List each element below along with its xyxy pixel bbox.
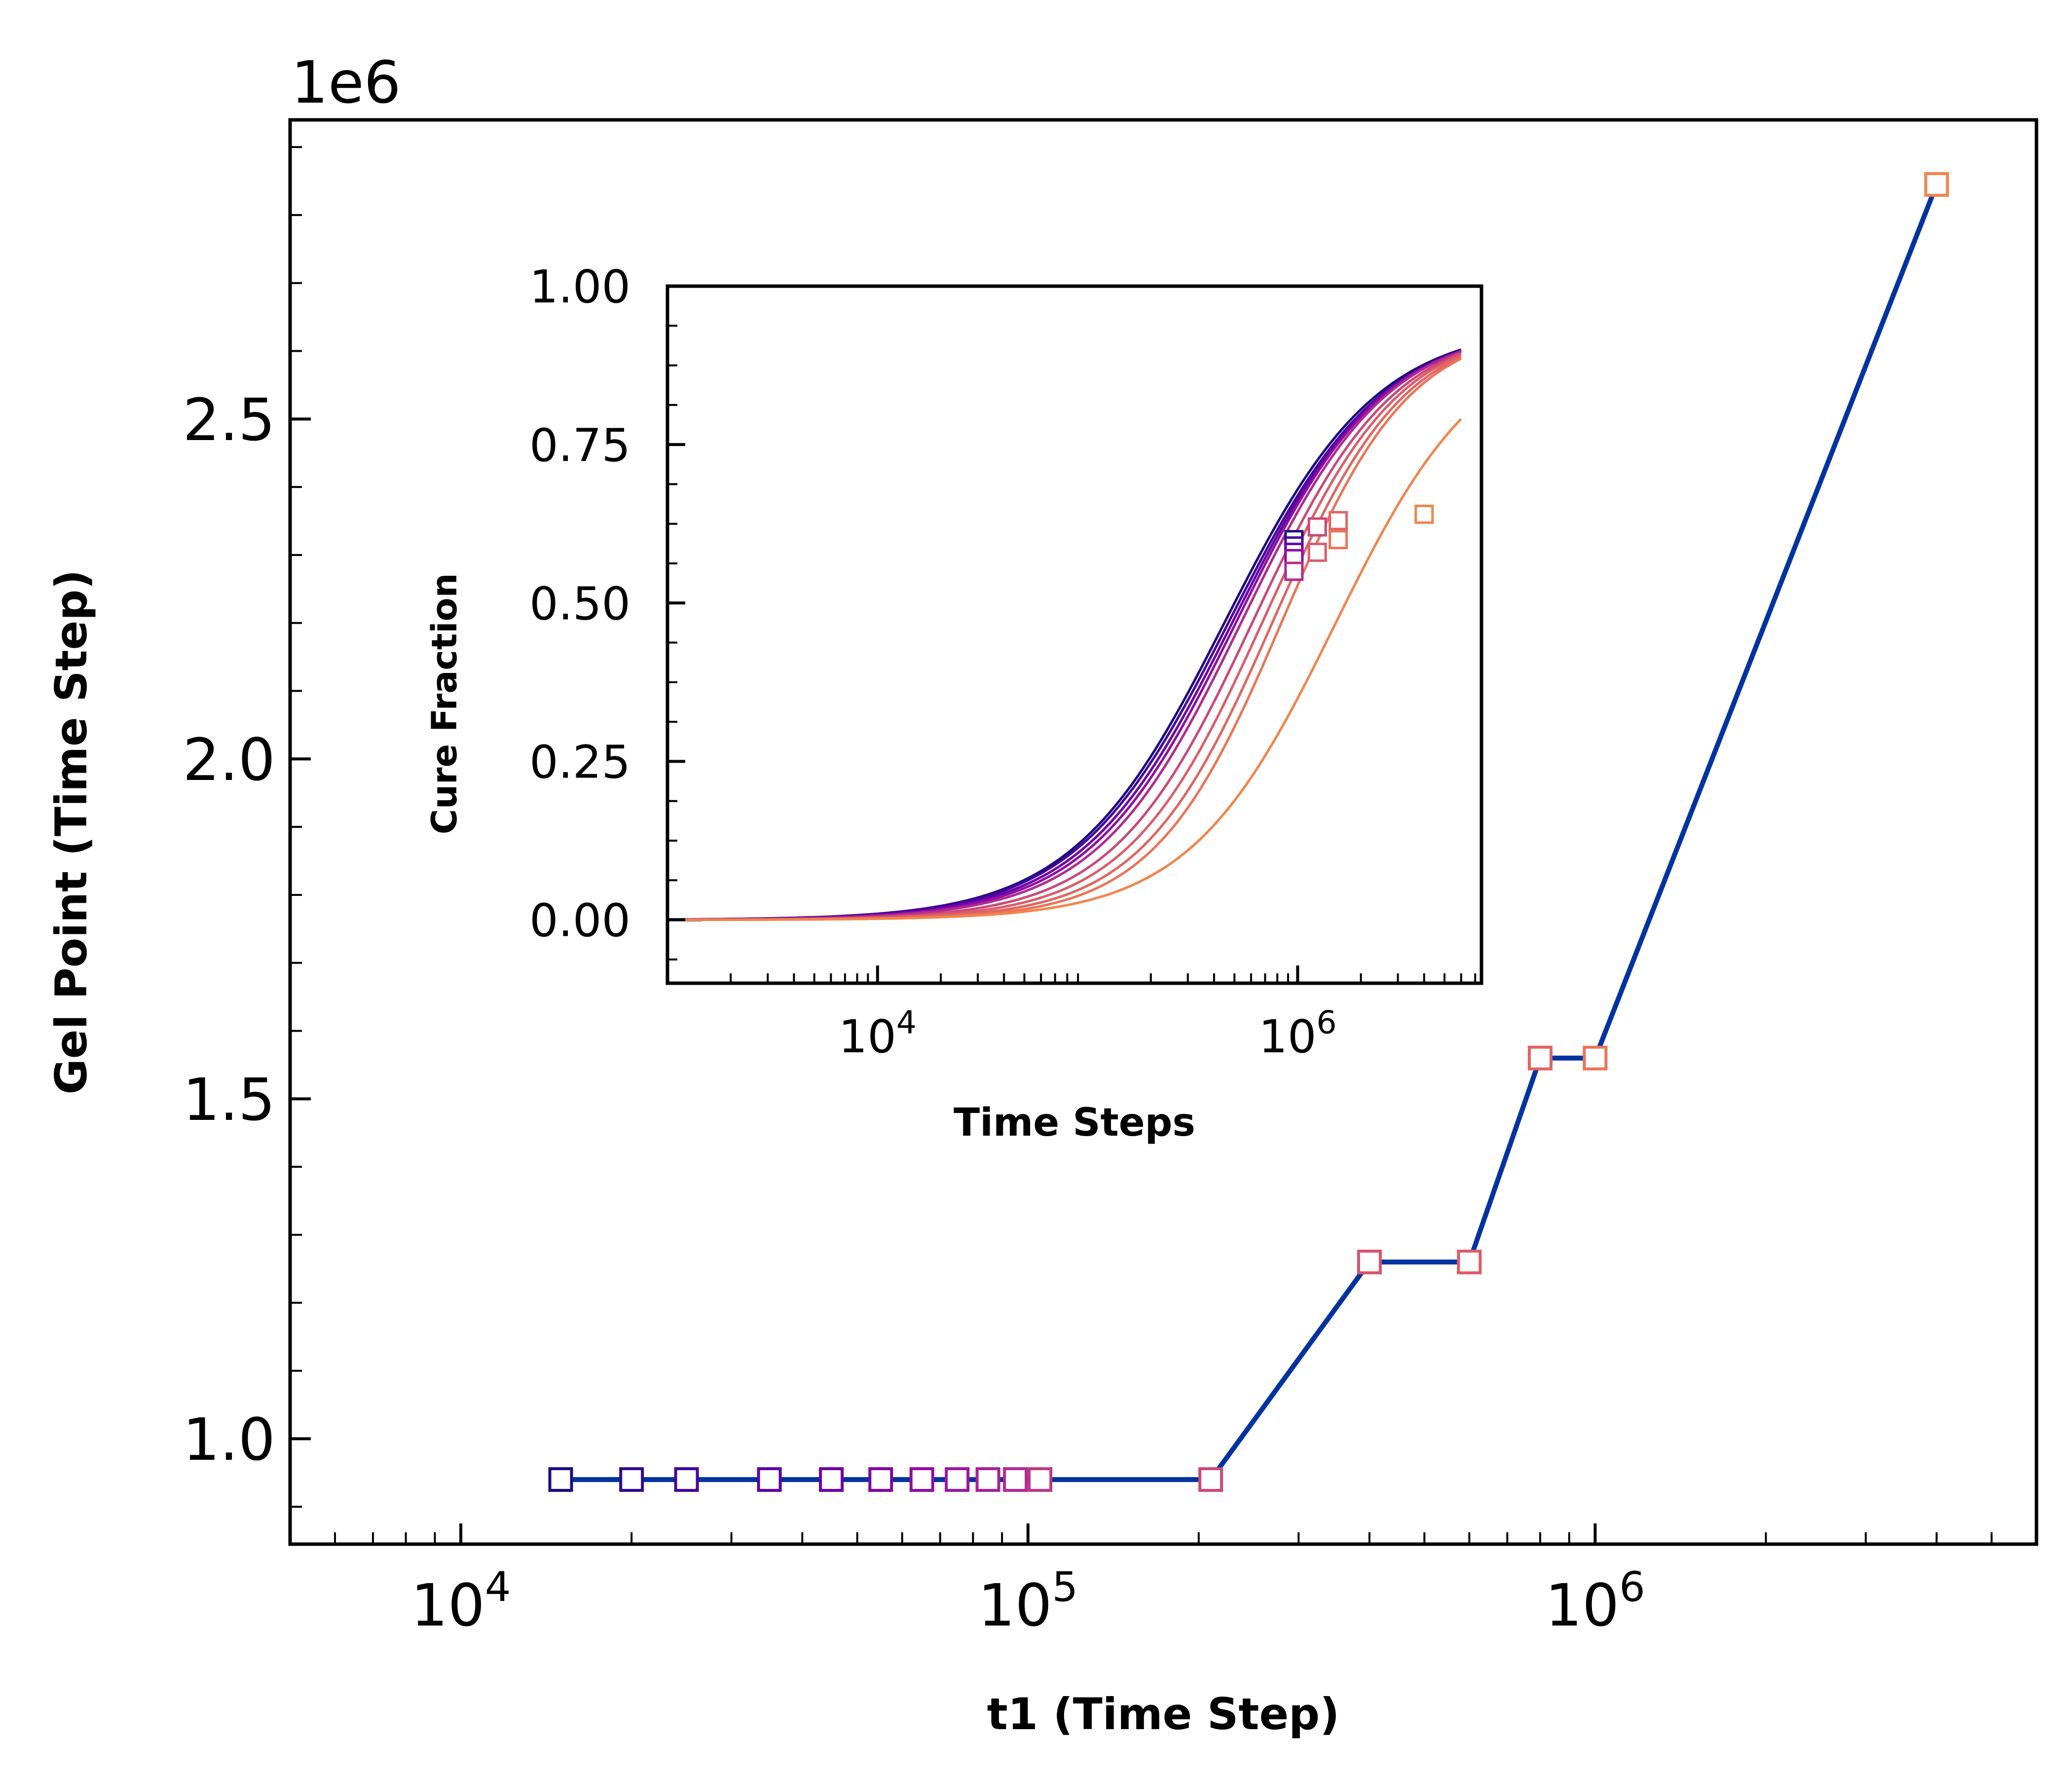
main-chart: 104 105 106 1.0 1.5 2.0 2.5 t1 (Time Step) Gel… [46, 48, 2038, 1739]
main-y-axis-title: Gel Point (Time Step) [46, 570, 97, 1095]
inset-gel-point-6 [1307, 543, 1327, 562]
main-data-point-10 [1028, 1467, 1053, 1492]
main-data-point-14 [1527, 1045, 1553, 1071]
inset-gel-point-8 [1329, 530, 1348, 550]
inset-y-tick-label-4: 1.00 [529, 260, 630, 313]
main-x-tick-label-2: 106 [1545, 1563, 1645, 1639]
y-axis-multiplier-label: 1e6 [291, 48, 401, 116]
inset-chart: 104 106 0.00 0.25 0.50 0.75 1.00 Time Steps Cu… [424, 260, 1483, 1145]
inset-plot-frame [666, 284, 1483, 985]
main-data-point-3 [757, 1467, 782, 1492]
inset-y-tick-label-2: 0.50 [529, 577, 630, 630]
inset-y-tick-label-3: 0.75 [529, 419, 630, 472]
main-y-tick-label-2: 2.0 [183, 726, 275, 794]
main-x-axis-title: t1 (Time Step) [987, 1689, 1340, 1739]
inset-y-tick-label-0: 0.00 [529, 894, 630, 947]
main-data-point-4 [819, 1467, 844, 1492]
main-data-point-11 [1198, 1467, 1223, 1492]
main-y-tick-label-0: 1.0 [183, 1406, 275, 1474]
inset-x-tick-label-1: 106 [1258, 1004, 1336, 1063]
main-data-point-5 [868, 1467, 893, 1492]
main-data-point-8 [975, 1467, 1000, 1492]
inset-x-axis-title: Time Steps [954, 1101, 1195, 1145]
inset-gel-point-4 [1284, 561, 1304, 581]
main-data-point-9 [1003, 1467, 1028, 1492]
main-data-point-12 [1357, 1250, 1382, 1275]
inset-y-tick-label-1: 0.25 [529, 736, 630, 789]
main-y-tick-label-3: 2.5 [183, 386, 275, 454]
main-data-point-0 [548, 1467, 573, 1492]
main-y-tick-label-1: 1.5 [183, 1066, 275, 1134]
main-data-point-1 [619, 1467, 644, 1492]
main-x-tick-label-1: 105 [978, 1563, 1078, 1639]
main-data-point-16 [1924, 172, 1949, 197]
main-data-point-13 [1457, 1250, 1482, 1275]
inset-background [667, 286, 1481, 983]
main-data-point-15 [1583, 1045, 1608, 1071]
inset-x-tick-label-0: 104 [839, 1004, 917, 1063]
inset-series-line-9 [667, 418, 1462, 921]
main-plot-frame [288, 118, 2038, 1546]
inset-gel-point-5 [1307, 517, 1327, 537]
inset-gel-point-7 [1329, 511, 1348, 530]
inset-gel-point-9 [1414, 504, 1434, 524]
inset-y-axis-title: Cure Fraction [424, 573, 465, 835]
main-data-point-7 [945, 1467, 970, 1492]
main-data-point-2 [674, 1467, 699, 1492]
main-data-point-6 [909, 1467, 934, 1492]
main-x-tick-label-0: 104 [411, 1563, 511, 1639]
